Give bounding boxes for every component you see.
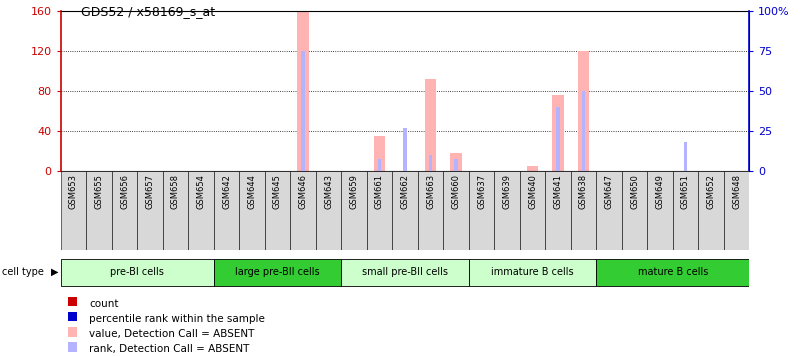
Text: GSM655: GSM655 (95, 174, 104, 208)
Bar (469, 258, 596, 286)
Bar (724, 171, 749, 250)
Bar (578, 51, 589, 171)
Bar (367, 171, 392, 250)
Bar (552, 95, 564, 171)
Bar (290, 171, 316, 250)
Bar (673, 171, 698, 250)
Bar (214, 258, 341, 286)
Bar (68, 297, 77, 306)
Bar (392, 171, 418, 250)
Bar (582, 91, 586, 171)
Bar (450, 153, 462, 171)
Text: ▶: ▶ (51, 267, 58, 277)
Bar (68, 327, 77, 337)
Text: GSM645: GSM645 (273, 174, 282, 208)
Bar (239, 171, 265, 250)
Bar (265, 171, 290, 250)
Bar (214, 171, 239, 250)
Text: cell type: cell type (2, 267, 44, 277)
Bar (316, 171, 341, 250)
Text: GSM644: GSM644 (248, 174, 257, 208)
Bar (545, 171, 571, 250)
Bar (373, 136, 386, 171)
Text: GSM662: GSM662 (400, 174, 410, 209)
Text: GSM648: GSM648 (732, 174, 741, 209)
Text: GSM638: GSM638 (579, 174, 588, 209)
Text: GSM641: GSM641 (553, 174, 562, 208)
Text: GSM649: GSM649 (655, 174, 664, 208)
Text: large pre-BII cells: large pre-BII cells (235, 267, 320, 277)
Text: GDS52 / x58169_s_at: GDS52 / x58169_s_at (81, 5, 215, 18)
Text: mature B cells: mature B cells (637, 267, 708, 277)
Text: GSM660: GSM660 (451, 174, 461, 209)
Bar (61, 171, 86, 250)
Text: GSM646: GSM646 (299, 174, 308, 209)
Bar (137, 171, 163, 250)
Bar (469, 171, 494, 250)
Bar (424, 79, 437, 171)
Bar (596, 171, 622, 250)
Bar (163, 171, 188, 250)
Text: GSM652: GSM652 (706, 174, 715, 208)
Bar (556, 107, 560, 171)
Text: GSM654: GSM654 (197, 174, 206, 208)
Bar (622, 171, 647, 250)
Text: GSM639: GSM639 (502, 174, 511, 209)
Text: GSM647: GSM647 (604, 174, 613, 209)
Text: GSM643: GSM643 (324, 174, 333, 209)
Bar (684, 142, 688, 171)
Text: GSM663: GSM663 (426, 174, 435, 209)
Text: value, Detection Call = ABSENT: value, Detection Call = ABSENT (89, 329, 254, 339)
Bar (68, 312, 77, 321)
Text: GSM642: GSM642 (222, 174, 231, 208)
Text: count: count (89, 299, 118, 309)
Text: GSM651: GSM651 (681, 174, 690, 208)
Text: GSM661: GSM661 (375, 174, 384, 209)
Bar (297, 12, 309, 171)
Bar (188, 171, 214, 250)
Text: GSM657: GSM657 (146, 174, 155, 209)
Bar (647, 171, 673, 250)
Bar (428, 155, 433, 171)
Bar (403, 128, 407, 171)
Text: rank, Detection Call = ABSENT: rank, Detection Call = ABSENT (89, 345, 249, 355)
Text: GSM659: GSM659 (349, 174, 359, 208)
Bar (112, 171, 137, 250)
Bar (68, 342, 77, 352)
Bar (418, 171, 443, 250)
Text: small pre-BII cells: small pre-BII cells (362, 267, 448, 277)
Bar (520, 171, 545, 250)
Bar (341, 258, 469, 286)
Bar (494, 171, 520, 250)
Text: GSM653: GSM653 (69, 174, 78, 209)
Text: GSM637: GSM637 (477, 174, 486, 209)
Text: GSM656: GSM656 (120, 174, 129, 209)
Bar (571, 171, 596, 250)
Bar (341, 171, 367, 250)
Bar (454, 159, 458, 171)
Text: immature B cells: immature B cells (491, 267, 573, 277)
Bar (443, 171, 469, 250)
Text: GSM650: GSM650 (630, 174, 639, 208)
Bar (377, 159, 382, 171)
Bar (86, 171, 112, 250)
Text: GSM640: GSM640 (528, 174, 537, 208)
Bar (596, 258, 749, 286)
Text: GSM658: GSM658 (171, 174, 180, 209)
Bar (301, 51, 305, 171)
Text: pre-BI cells: pre-BI cells (110, 267, 164, 277)
Bar (526, 166, 538, 171)
Bar (61, 258, 214, 286)
Text: percentile rank within the sample: percentile rank within the sample (89, 314, 265, 324)
Bar (698, 171, 724, 250)
